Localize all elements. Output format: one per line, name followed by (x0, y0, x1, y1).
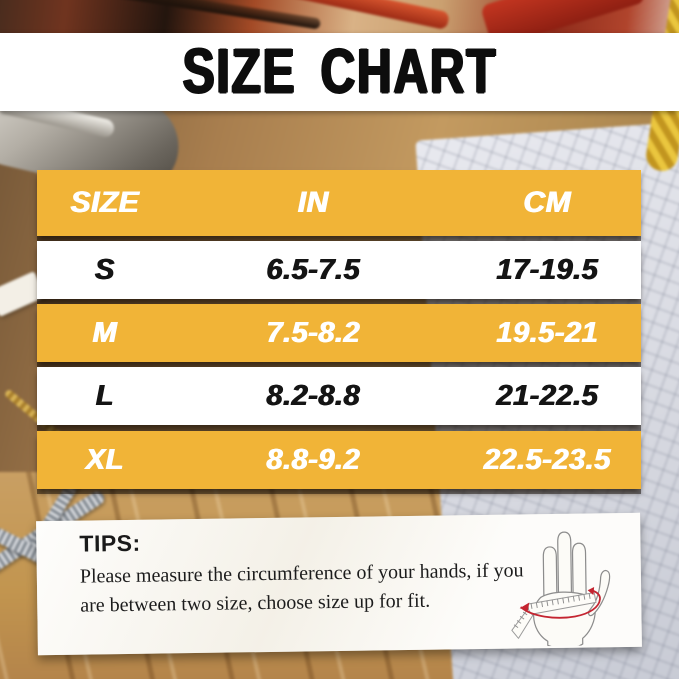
cm-value: 21-22.5 (496, 379, 599, 412)
tips-text-block: TIPS: Please measure the circumference o… (79, 524, 525, 620)
cm-value: 22.5-23.5 (483, 443, 611, 476)
table-row-xl: XL 8.8-9.2 22.5-23.5 (37, 431, 641, 489)
hand-measure-icon (494, 515, 634, 650)
column-header-size: SIZE (70, 186, 140, 219)
tips-body: Please measure the circumference of your… (79, 559, 524, 617)
column-header-cm: CM (523, 186, 572, 219)
tips-heading: TIPS: (79, 529, 141, 557)
column-header-in: IN (297, 186, 329, 219)
size-value: XL (85, 443, 124, 476)
table-row-m: M 7.5-8.2 19.5-21 (37, 304, 641, 362)
tips-panel: TIPS: Please measure the circumference o… (36, 512, 642, 656)
in-value: 7.5-8.2 (266, 316, 361, 349)
title-banner: SIZE CHART (0, 33, 679, 111)
in-value: 8.2-8.8 (266, 379, 361, 412)
table-row-s: S 6.5-7.5 17-19.5 (37, 241, 641, 299)
page-title: SIZE CHART (182, 36, 497, 108)
size-value: S (95, 253, 115, 286)
table-row-l: L 8.2-8.8 21-22.5 (37, 367, 641, 425)
size-value: L (95, 379, 115, 412)
cm-value: 17-19.5 (496, 253, 599, 286)
size-value: M (92, 316, 118, 349)
table-header-row: SIZE IN CM (37, 170, 641, 236)
in-value: 8.8-9.2 (266, 443, 361, 476)
size-table: SIZE IN CM S 6.5-7.5 17-19.5 M 7.5-8.2 1… (37, 170, 641, 494)
in-value: 6.5-7.5 (266, 253, 361, 286)
cm-value: 19.5-21 (496, 316, 599, 349)
